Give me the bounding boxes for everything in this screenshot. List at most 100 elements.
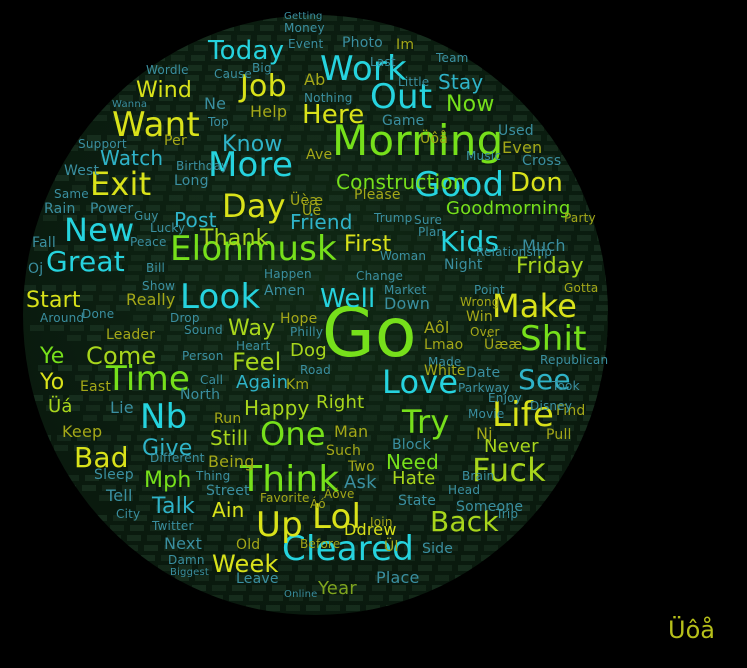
cloud-word: Üá (48, 396, 73, 417)
texture-stripe (138, 165, 608, 171)
texture-stripe (64, 145, 608, 151)
cloud-word: New (64, 211, 135, 249)
cloud-word: Well (320, 284, 376, 314)
cloud-word: Back (430, 505, 499, 538)
cloud-word: Ddrew (344, 520, 397, 539)
texture-stripe (38, 365, 608, 371)
cloud-word: Trip (496, 507, 519, 521)
cloud-word: Power (90, 201, 134, 217)
texture-stripe (77, 35, 608, 41)
cloud-word: Üææ (484, 337, 523, 353)
cloud-word: Twitter (152, 519, 194, 533)
texture-stripe (40, 25, 608, 31)
cloud-word: Down (384, 294, 431, 313)
cloud-word: Ab (304, 70, 326, 89)
cloud-word: Wordle (146, 63, 189, 77)
cloud-word: Cross (522, 153, 562, 169)
cloud-word: Parkway (458, 381, 510, 395)
cloud-word: Used (498, 123, 534, 139)
cloud-word: Point (474, 283, 505, 297)
cloud-word: Exit (90, 165, 152, 203)
texture-stripe (23, 435, 608, 441)
cloud-word: Pull (546, 427, 572, 443)
cloud-word: First (344, 232, 392, 257)
cloud-word: Tell (106, 486, 133, 505)
texture-stripe (85, 75, 608, 81)
cloud-word: Around (40, 311, 85, 325)
cloud-word: Yo (40, 370, 65, 395)
texture-stripe (117, 235, 608, 241)
cloud-word: Two (348, 459, 375, 475)
texture-stripe (114, 45, 608, 51)
cloud-word: Street (206, 483, 250, 499)
texture-stripe (72, 185, 608, 191)
cloud-word: Look (180, 277, 261, 317)
cloud-word: Money (284, 21, 325, 35)
globe-shape (23, 15, 608, 615)
cloud-word: Lucky (150, 221, 186, 235)
cloud-word: Áó (310, 497, 326, 511)
cloud-word: Work (320, 49, 407, 89)
cloud-word: Start (26, 288, 81, 313)
cloud-word: Nj (476, 424, 493, 443)
texture-stripe (96, 305, 608, 311)
cloud-word: Getting (284, 11, 323, 22)
texture-stripe (104, 345, 608, 351)
cloud-word: Post (174, 208, 217, 232)
texture-stripe (23, 15, 608, 21)
texture-stripe (78, 565, 608, 571)
cloud-word: Try (402, 403, 450, 441)
cloud-word: One (260, 415, 326, 453)
cloud-word: Sure (414, 213, 443, 227)
texture-stripe (43, 215, 608, 221)
cloud-word: Stay (438, 70, 484, 94)
cloud-word: Leave (236, 571, 279, 587)
texture-stripe (49, 595, 608, 601)
cloud-word: Lmao (424, 337, 464, 353)
cloud-word: Last (370, 55, 396, 69)
cloud-word: Still (210, 426, 249, 450)
cloud-word: Üè (302, 203, 322, 219)
texture-stripe (51, 255, 608, 261)
cloud-word: Out (370, 77, 433, 117)
cloud-word: Lol (312, 497, 362, 537)
cloud-word: Make (492, 287, 578, 325)
cloud-word: Nb (140, 397, 188, 437)
cloud-word: Top (208, 115, 229, 129)
cloud-word: Come (86, 342, 157, 370)
cloud-word: Im (396, 37, 415, 53)
cloud-word: Person (182, 349, 224, 363)
texture-stripe (80, 225, 608, 231)
texture-stripe (23, 245, 608, 251)
texture-stripe (101, 155, 608, 161)
cloud-word: City (116, 507, 141, 521)
cloud-word: Cause (214, 67, 252, 81)
cloud-word: Know (222, 132, 283, 157)
cloud-word: Head (448, 483, 481, 497)
cloud-word: Think (240, 459, 340, 500)
cloud-word: Keep (62, 422, 103, 441)
texture-stripe (86, 605, 608, 611)
cloud-word: Movie (468, 407, 505, 421)
cloud-word: Fall (32, 235, 56, 251)
cloud-word: Gotta (564, 281, 599, 295)
cloud-word: Need (386, 450, 440, 474)
texture-stripe (23, 395, 608, 401)
texture-stripe (27, 135, 608, 141)
cloud-word: Good (414, 165, 505, 205)
cloud-word: Up (256, 505, 303, 545)
cloud-word: See (518, 363, 571, 396)
cloud-word: Ave (306, 147, 333, 163)
cloud-word: Long (174, 173, 209, 189)
cloud-word: Shit (520, 319, 587, 359)
cloud-word: Photo (342, 35, 383, 51)
cloud-word: Day (222, 187, 286, 225)
cloud-word: Someone (456, 499, 524, 515)
cloud-word: Thing (196, 469, 231, 483)
cloud-word: Support (78, 137, 127, 151)
cloud-word: Show (142, 279, 176, 293)
cloud-word: Took (552, 379, 580, 393)
cloud-word: Change (356, 269, 404, 283)
cloud-word: Block (392, 437, 431, 453)
cloud-word: Being (208, 452, 255, 471)
